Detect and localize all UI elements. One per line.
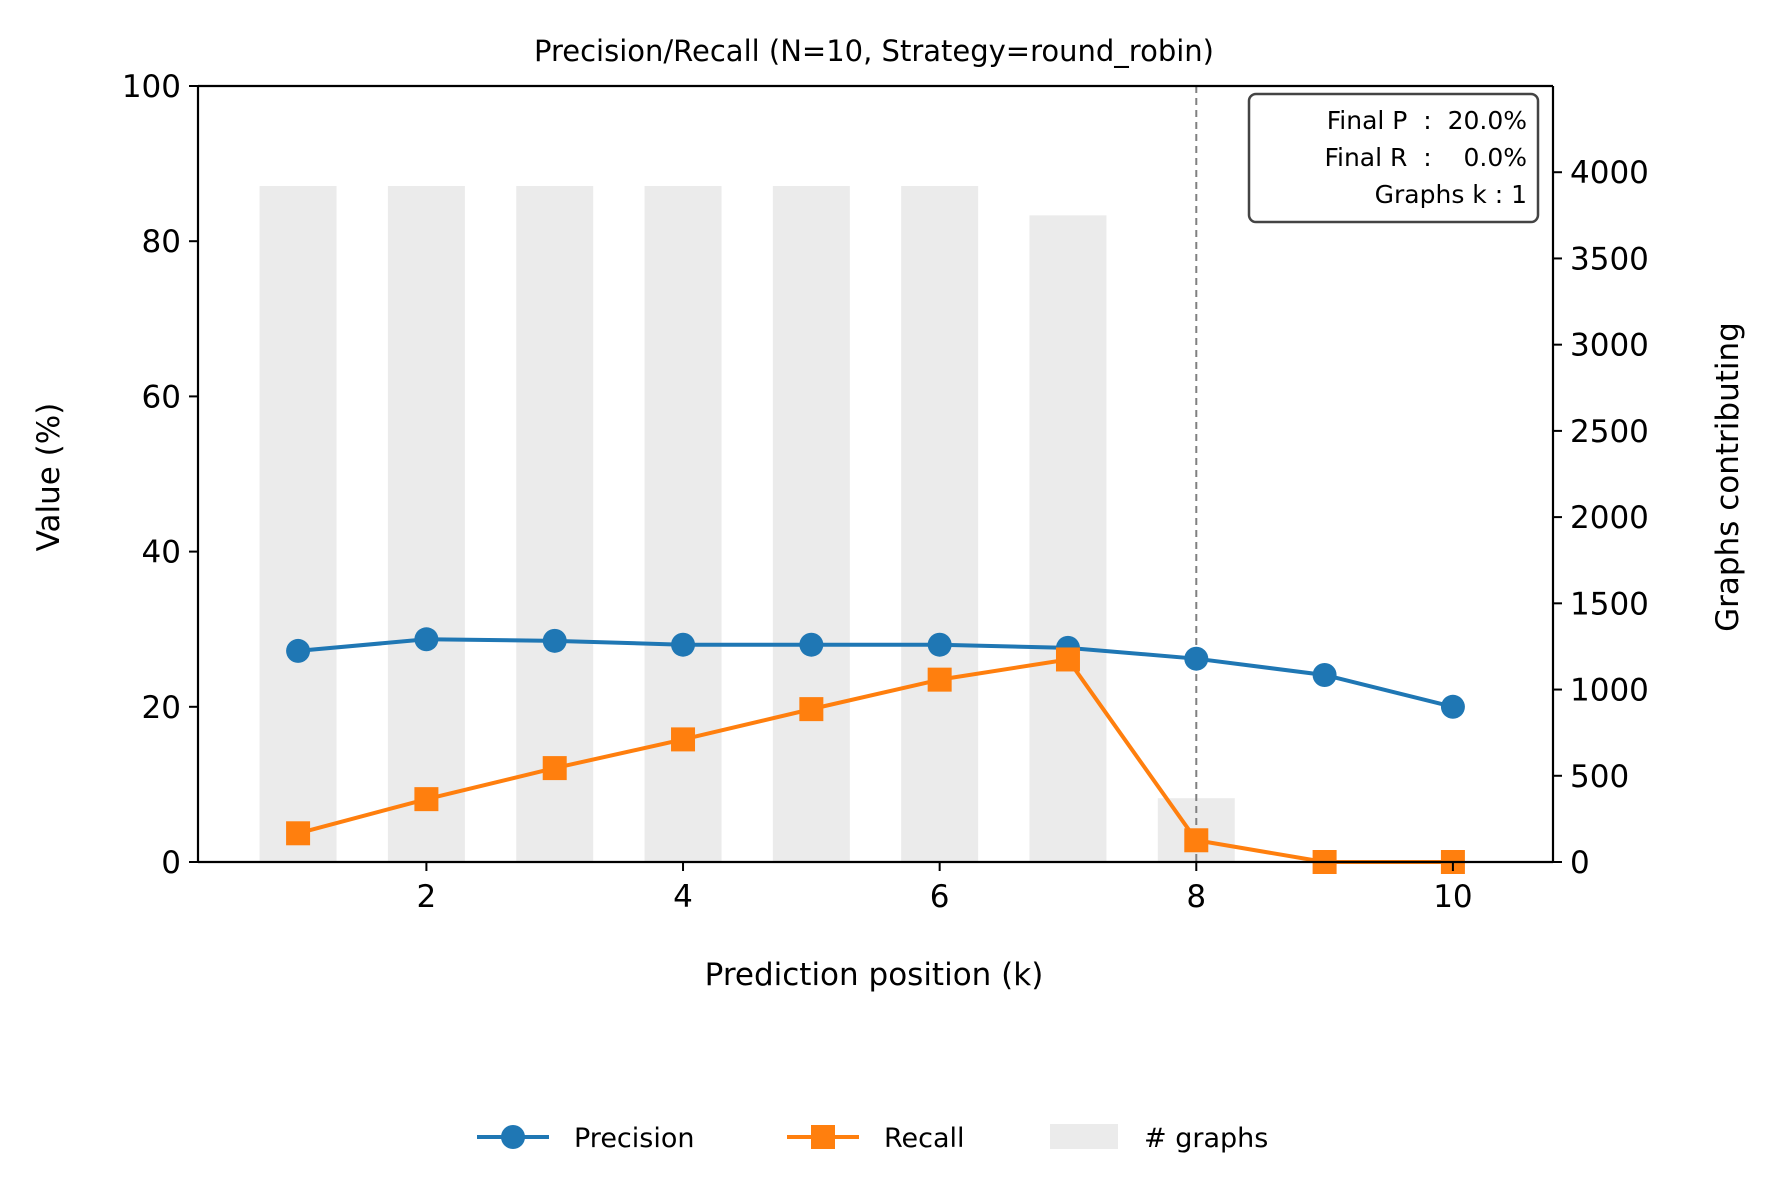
y2-tick-label-3500: 3500	[1570, 241, 1649, 277]
recall-point-k2	[414, 787, 439, 812]
precision-point-k8	[1184, 646, 1209, 671]
y2-tick-label-3000: 3000	[1570, 328, 1649, 364]
x-tick-label-4: 4	[673, 879, 693, 915]
x-tick-label-8: 8	[1186, 879, 1206, 915]
precision-point-k4	[671, 632, 696, 657]
graphs-bar-k6	[901, 186, 979, 863]
y-tick-label-80: 80	[142, 224, 181, 260]
final-precision-text: Final P : 20.0%	[1327, 106, 1527, 135]
legend-precision-marker	[501, 1125, 525, 1149]
recall-point-k7	[1055, 647, 1080, 672]
precision-point-k2	[414, 627, 439, 652]
recall-point-k4	[671, 727, 696, 752]
legend-recall-label: Recall	[884, 1123, 965, 1154]
recall-point-k5	[799, 697, 824, 722]
x-tick-label-10: 10	[1433, 879, 1472, 915]
precision-line	[297, 637, 1454, 709]
legend-recall-marker	[811, 1125, 835, 1149]
y2-tick-label-1500: 1500	[1570, 586, 1649, 622]
y2-tick-label-2000: 2000	[1570, 500, 1649, 536]
y2-tick-label-1000: 1000	[1570, 673, 1649, 709]
legend-graphs-label: # graphs	[1144, 1123, 1268, 1154]
chart-title: Precision/Recall (N=10, Strategy=round_r…	[534, 34, 1214, 68]
y2-tick-label-0: 0	[1570, 845, 1590, 881]
legend: Precision Recall # graphs	[477, 1123, 1268, 1154]
precision-point-k3	[542, 628, 567, 653]
y2-tick-label-500: 500	[1570, 759, 1629, 795]
graphs-bar-k5	[772, 186, 850, 863]
graphs-bar-k3	[516, 186, 594, 863]
y2-axis-label: Graphs contributing	[1710, 322, 1746, 632]
graphs-bar-k2	[387, 186, 465, 863]
recall-point-k1	[286, 821, 311, 846]
plot-axes	[196, 84, 1555, 864]
graphs-bar-k4	[644, 186, 722, 863]
y-tick-label-20: 20	[142, 690, 181, 726]
precision-point-k5	[799, 632, 824, 657]
final-recall-text: Final R : 0.0%	[1324, 143, 1527, 172]
precision-point-k6	[927, 632, 952, 657]
x-tick-label-6: 6	[930, 879, 950, 915]
final-stats-box: Final P : 20.0% Final R : 0.0% Graphs k …	[1247, 92, 1540, 224]
x-tick-label-2: 2	[417, 879, 437, 915]
graphs-bar-k1	[259, 186, 337, 863]
precision-point-k9	[1312, 662, 1337, 687]
y-axis-label: Value (%)	[31, 403, 67, 552]
y-tick-label-40: 40	[142, 535, 181, 571]
y2-tick-label-2500: 2500	[1570, 414, 1649, 450]
graphs-k-text: Graphs k : 1	[1375, 180, 1527, 209]
final-stats-box-frame	[1247, 92, 1540, 224]
recall-line	[297, 657, 1453, 864]
legend-precision-label: Precision	[574, 1123, 694, 1154]
legend-graphs-swatch	[1050, 1124, 1118, 1149]
y-tick-label-0: 0	[161, 845, 181, 881]
x-axis-label: Prediction position (k)	[705, 957, 1044, 993]
axis-ticks: 2 4 6 8 100204060801000500100015002000250030…	[122, 69, 1649, 915]
precision-point-k1	[286, 638, 311, 663]
y2-tick-label-4000: 4000	[1570, 155, 1649, 191]
recall-point-k3	[542, 756, 567, 781]
recall-point-k8	[1184, 828, 1209, 853]
recall-point-k6	[927, 667, 952, 692]
y-tick-label-100: 100	[122, 69, 181, 105]
y-tick-label-60: 60	[142, 379, 181, 415]
precision-point-k10	[1440, 694, 1465, 719]
graphs-bar-k7	[1029, 215, 1107, 863]
